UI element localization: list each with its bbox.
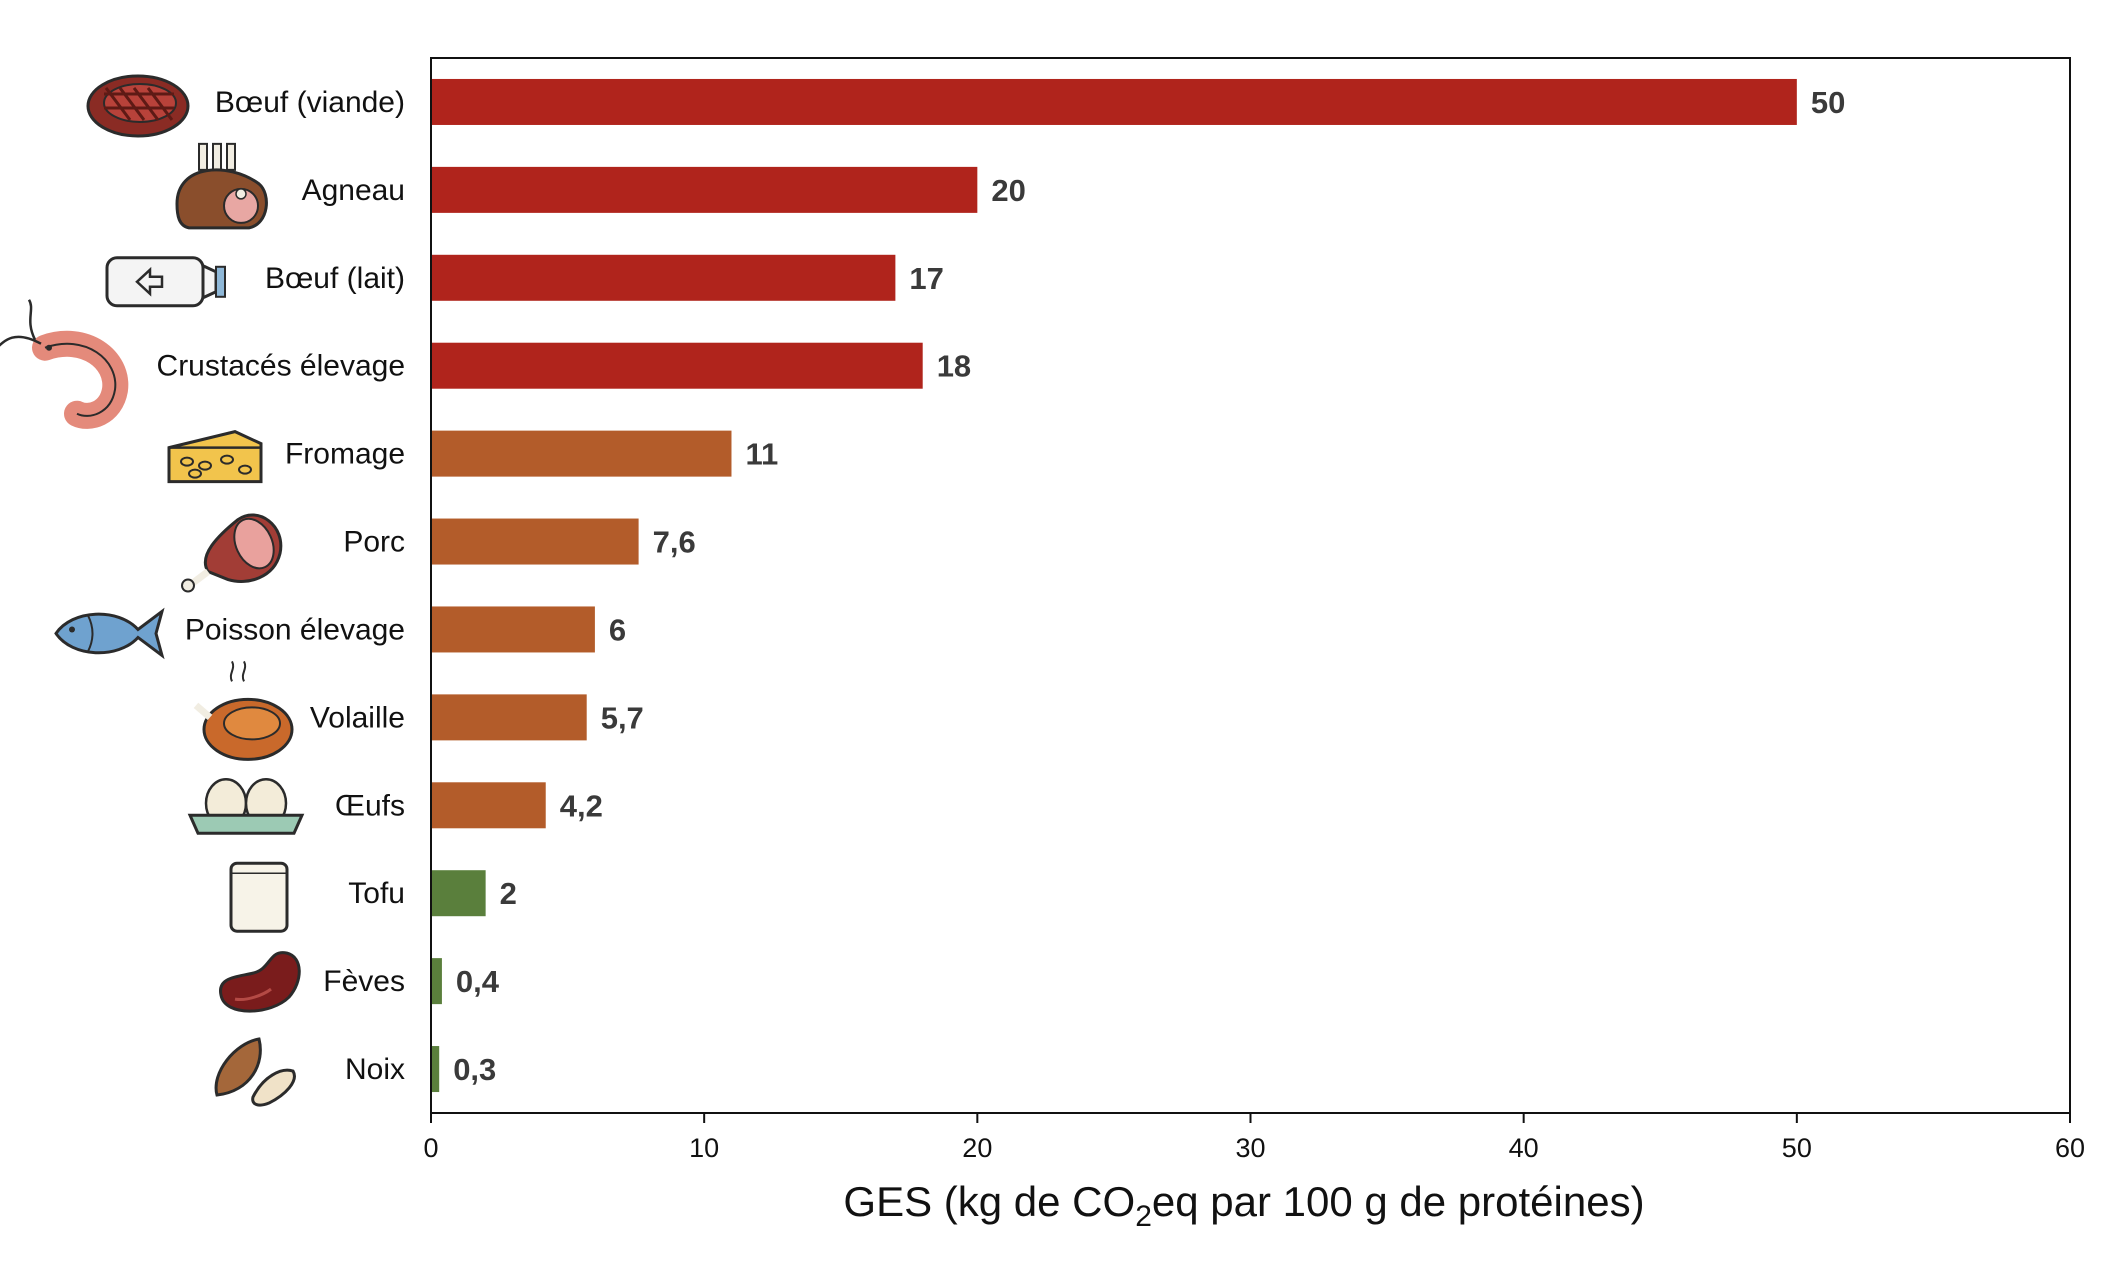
axis-layer: 0 10 20 30 40 50 60 [423, 57, 2085, 1163]
category-label: Bœuf (lait) [265, 262, 405, 295]
bar-value-label: 5,7 [601, 700, 644, 735]
bar-value-label: 50 [1811, 85, 1845, 120]
bar-value-label: 6 [609, 612, 626, 647]
fish-icon [54, 607, 165, 660]
bar-value-label: 18 [937, 349, 971, 384]
x-tick-label: 0 [423, 1133, 438, 1163]
x-axis-title: GES (kg de CO2eq par 100 g de protéines) [843, 1178, 1644, 1233]
bar-value-label: 7,6 [653, 525, 696, 560]
lamb-rack-icon [175, 142, 268, 230]
bar [431, 958, 442, 1005]
nuts-icon [214, 1037, 296, 1107]
bars-layer [431, 78, 1797, 1093]
category-label: Poisson élevage [185, 613, 405, 646]
bar-value-label: 17 [909, 261, 943, 296]
x-tick-label: 40 [1509, 1133, 1539, 1163]
labels-layer: 50 Bœuf (viande) 20 Agneau 17 Bœuf (lait) 18 Cr… [157, 85, 1846, 1087]
eggs-icon [187, 778, 305, 835]
shrimp-icon [0, 299, 129, 429]
plot-frame [430, 57, 2071, 1114]
category-label: Agneau [302, 174, 405, 207]
tofu-icon [229, 861, 289, 933]
bar-value-label: 11 [745, 437, 778, 472]
bar [431, 78, 1797, 125]
bar [431, 518, 639, 565]
category-label: Fromage [285, 438, 405, 471]
cheese-icon [167, 430, 263, 484]
bar [431, 1046, 440, 1093]
x-tick-label: 50 [1782, 1133, 1812, 1163]
bar-value-label: 0,3 [453, 1052, 496, 1087]
category-label: Volaille [310, 701, 405, 734]
category-label: Bœuf (viande) [215, 86, 405, 119]
x-axis-title-subscript: 2 [1135, 1200, 1152, 1233]
bar-value-label: 20 [991, 173, 1025, 208]
bar [431, 870, 486, 917]
roast-chicken-icon [193, 660, 294, 761]
bar-value-label: 4,2 [560, 788, 603, 823]
category-label: Tofu [348, 877, 405, 910]
bar [431, 166, 978, 213]
icons-layer [0, 74, 305, 1107]
category-label: Fèves [323, 965, 405, 998]
x-tick-label: 30 [1235, 1133, 1265, 1163]
x-axis-title-part-1: GES (kg de CO [843, 1178, 1135, 1225]
category-label: Œufs [335, 789, 405, 822]
bar [431, 606, 595, 653]
category-label: Porc [343, 526, 405, 559]
milk-bottle-icon [105, 256, 226, 308]
bar-value-label: 2 [500, 876, 517, 911]
x-tick-label: 60 [2055, 1133, 2085, 1163]
bar [431, 694, 587, 741]
bar [431, 342, 923, 389]
category-label: Noix [345, 1053, 405, 1086]
steak-icon [86, 74, 190, 138]
ham-icon [181, 513, 283, 593]
category-label: Crustacés élevage [157, 350, 405, 383]
x-axis-title-part-2: eq par 100 g de protéines) [1152, 1178, 1645, 1225]
x-tick-label: 20 [962, 1133, 992, 1163]
x-tick-label: 10 [689, 1133, 719, 1163]
bean-icon [219, 951, 301, 1013]
bar-value-label: 0,4 [456, 964, 500, 999]
bar [431, 254, 896, 301]
bar [431, 782, 546, 829]
bar [431, 430, 732, 477]
